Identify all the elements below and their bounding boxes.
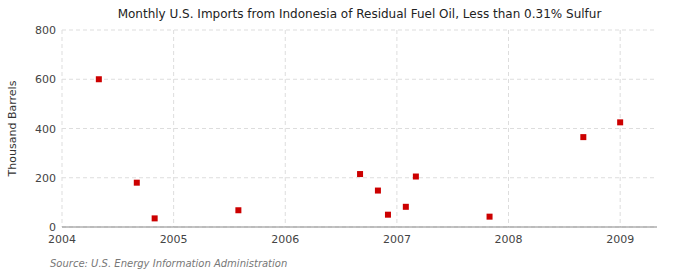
point <box>357 171 363 177</box>
chart: Monthly U.S. Imports from Indonesia of R… <box>0 0 675 275</box>
tick-labels: 0200400600800200420052006200720082009 <box>35 24 634 246</box>
source-note: Source: U.S. Energy Information Administ… <box>50 258 287 269</box>
x-tick-label: 2007 <box>383 233 411 246</box>
y-grid-line <box>62 79 657 80</box>
y-grid-line <box>62 177 657 178</box>
points <box>96 76 623 221</box>
title: Monthly U.S. Imports from Indonesia of R… <box>118 7 602 21</box>
point <box>134 180 140 186</box>
y-grid-line <box>62 30 657 31</box>
point <box>96 76 102 82</box>
y-axis-label: Thousand Barrels <box>6 80 19 177</box>
x-tick-label: 2008 <box>495 233 523 246</box>
x-grid-line <box>285 30 286 227</box>
x-axis-line <box>62 227 657 228</box>
point <box>413 174 419 180</box>
y-tick-label: 400 <box>35 123 56 136</box>
x-grid-line <box>620 30 621 227</box>
x-tick-label: 2004 <box>48 233 76 246</box>
point <box>580 134 586 140</box>
y-tick-label: 600 <box>35 73 56 86</box>
x-grid-line <box>62 30 63 227</box>
point <box>403 204 409 210</box>
x-grid-line <box>173 30 174 227</box>
y-tick-label: 200 <box>35 172 56 185</box>
y-grid-line <box>62 128 657 129</box>
point <box>235 207 241 213</box>
x-tick-label: 2006 <box>271 233 299 246</box>
x-tick-label: 2005 <box>160 233 188 246</box>
point <box>617 119 623 125</box>
y-tick-label: 800 <box>35 24 56 37</box>
x-grid-line <box>508 30 509 227</box>
point <box>375 188 381 194</box>
x-tick-label: 2009 <box>606 233 634 246</box>
grid <box>62 30 657 227</box>
point <box>152 215 158 221</box>
point <box>385 212 391 218</box>
chart-container: Monthly U.S. Imports from Indonesia of R… <box>0 0 675 275</box>
y-grid-line <box>62 227 657 228</box>
x-grid-line <box>396 30 397 227</box>
point <box>487 214 493 220</box>
